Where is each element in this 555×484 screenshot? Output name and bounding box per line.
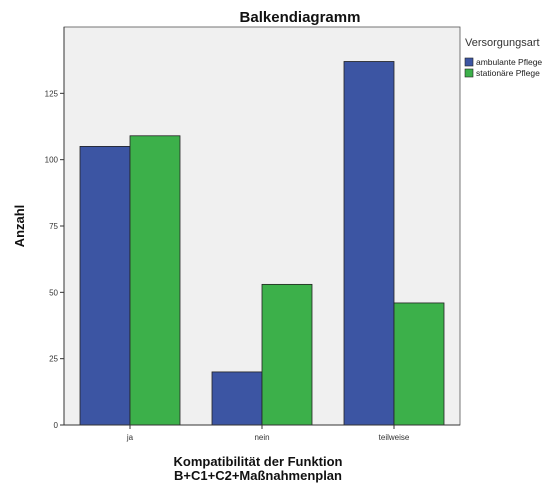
y-tick-label: 50 xyxy=(49,288,58,297)
x-axis-label-line-2: B+C1+C2+Maßnahmenplan xyxy=(174,468,342,483)
legend-swatch xyxy=(464,57,474,67)
bar-nein-ambulante xyxy=(211,371,263,426)
y-tick-label: 0 xyxy=(54,421,59,430)
x-tick-label: ja xyxy=(126,433,134,442)
y-tick-label: 125 xyxy=(45,89,59,98)
bar-nein-stationaere xyxy=(261,283,313,426)
y-axis-label: Anzahl xyxy=(12,205,27,248)
bar-teilweise-ambulante xyxy=(343,61,395,426)
legend-swatch xyxy=(464,68,474,78)
y-tick-label: 75 xyxy=(49,222,58,231)
bar-teilweise-stationaere xyxy=(393,302,445,426)
bar-ja-stationaere xyxy=(129,135,181,426)
chart-title: Balkendiagramm xyxy=(240,9,361,26)
x-tick-label: nein xyxy=(254,433,269,442)
y-tick-label: 100 xyxy=(45,156,59,165)
legend-title: Versorgungsart xyxy=(465,37,540,49)
x-tick-label: teilweise xyxy=(379,433,410,442)
y-axis-ticks: 0 25 50 75 100 125 xyxy=(45,89,64,430)
legend-item-label: stationäre Pflege xyxy=(476,68,540,78)
legend-item-label: ambulante Pflege xyxy=(476,57,542,67)
x-axis-label-line-1: Kompatibilität der Funktion xyxy=(174,454,343,469)
x-axis-ticks: ja nein teilweise xyxy=(126,425,410,442)
y-tick-label: 25 xyxy=(49,355,58,364)
bars-group xyxy=(79,61,445,426)
bar-ja-ambulante xyxy=(79,145,131,426)
legend: Versorgungsart ambulante Pflegestationär… xyxy=(464,37,542,78)
